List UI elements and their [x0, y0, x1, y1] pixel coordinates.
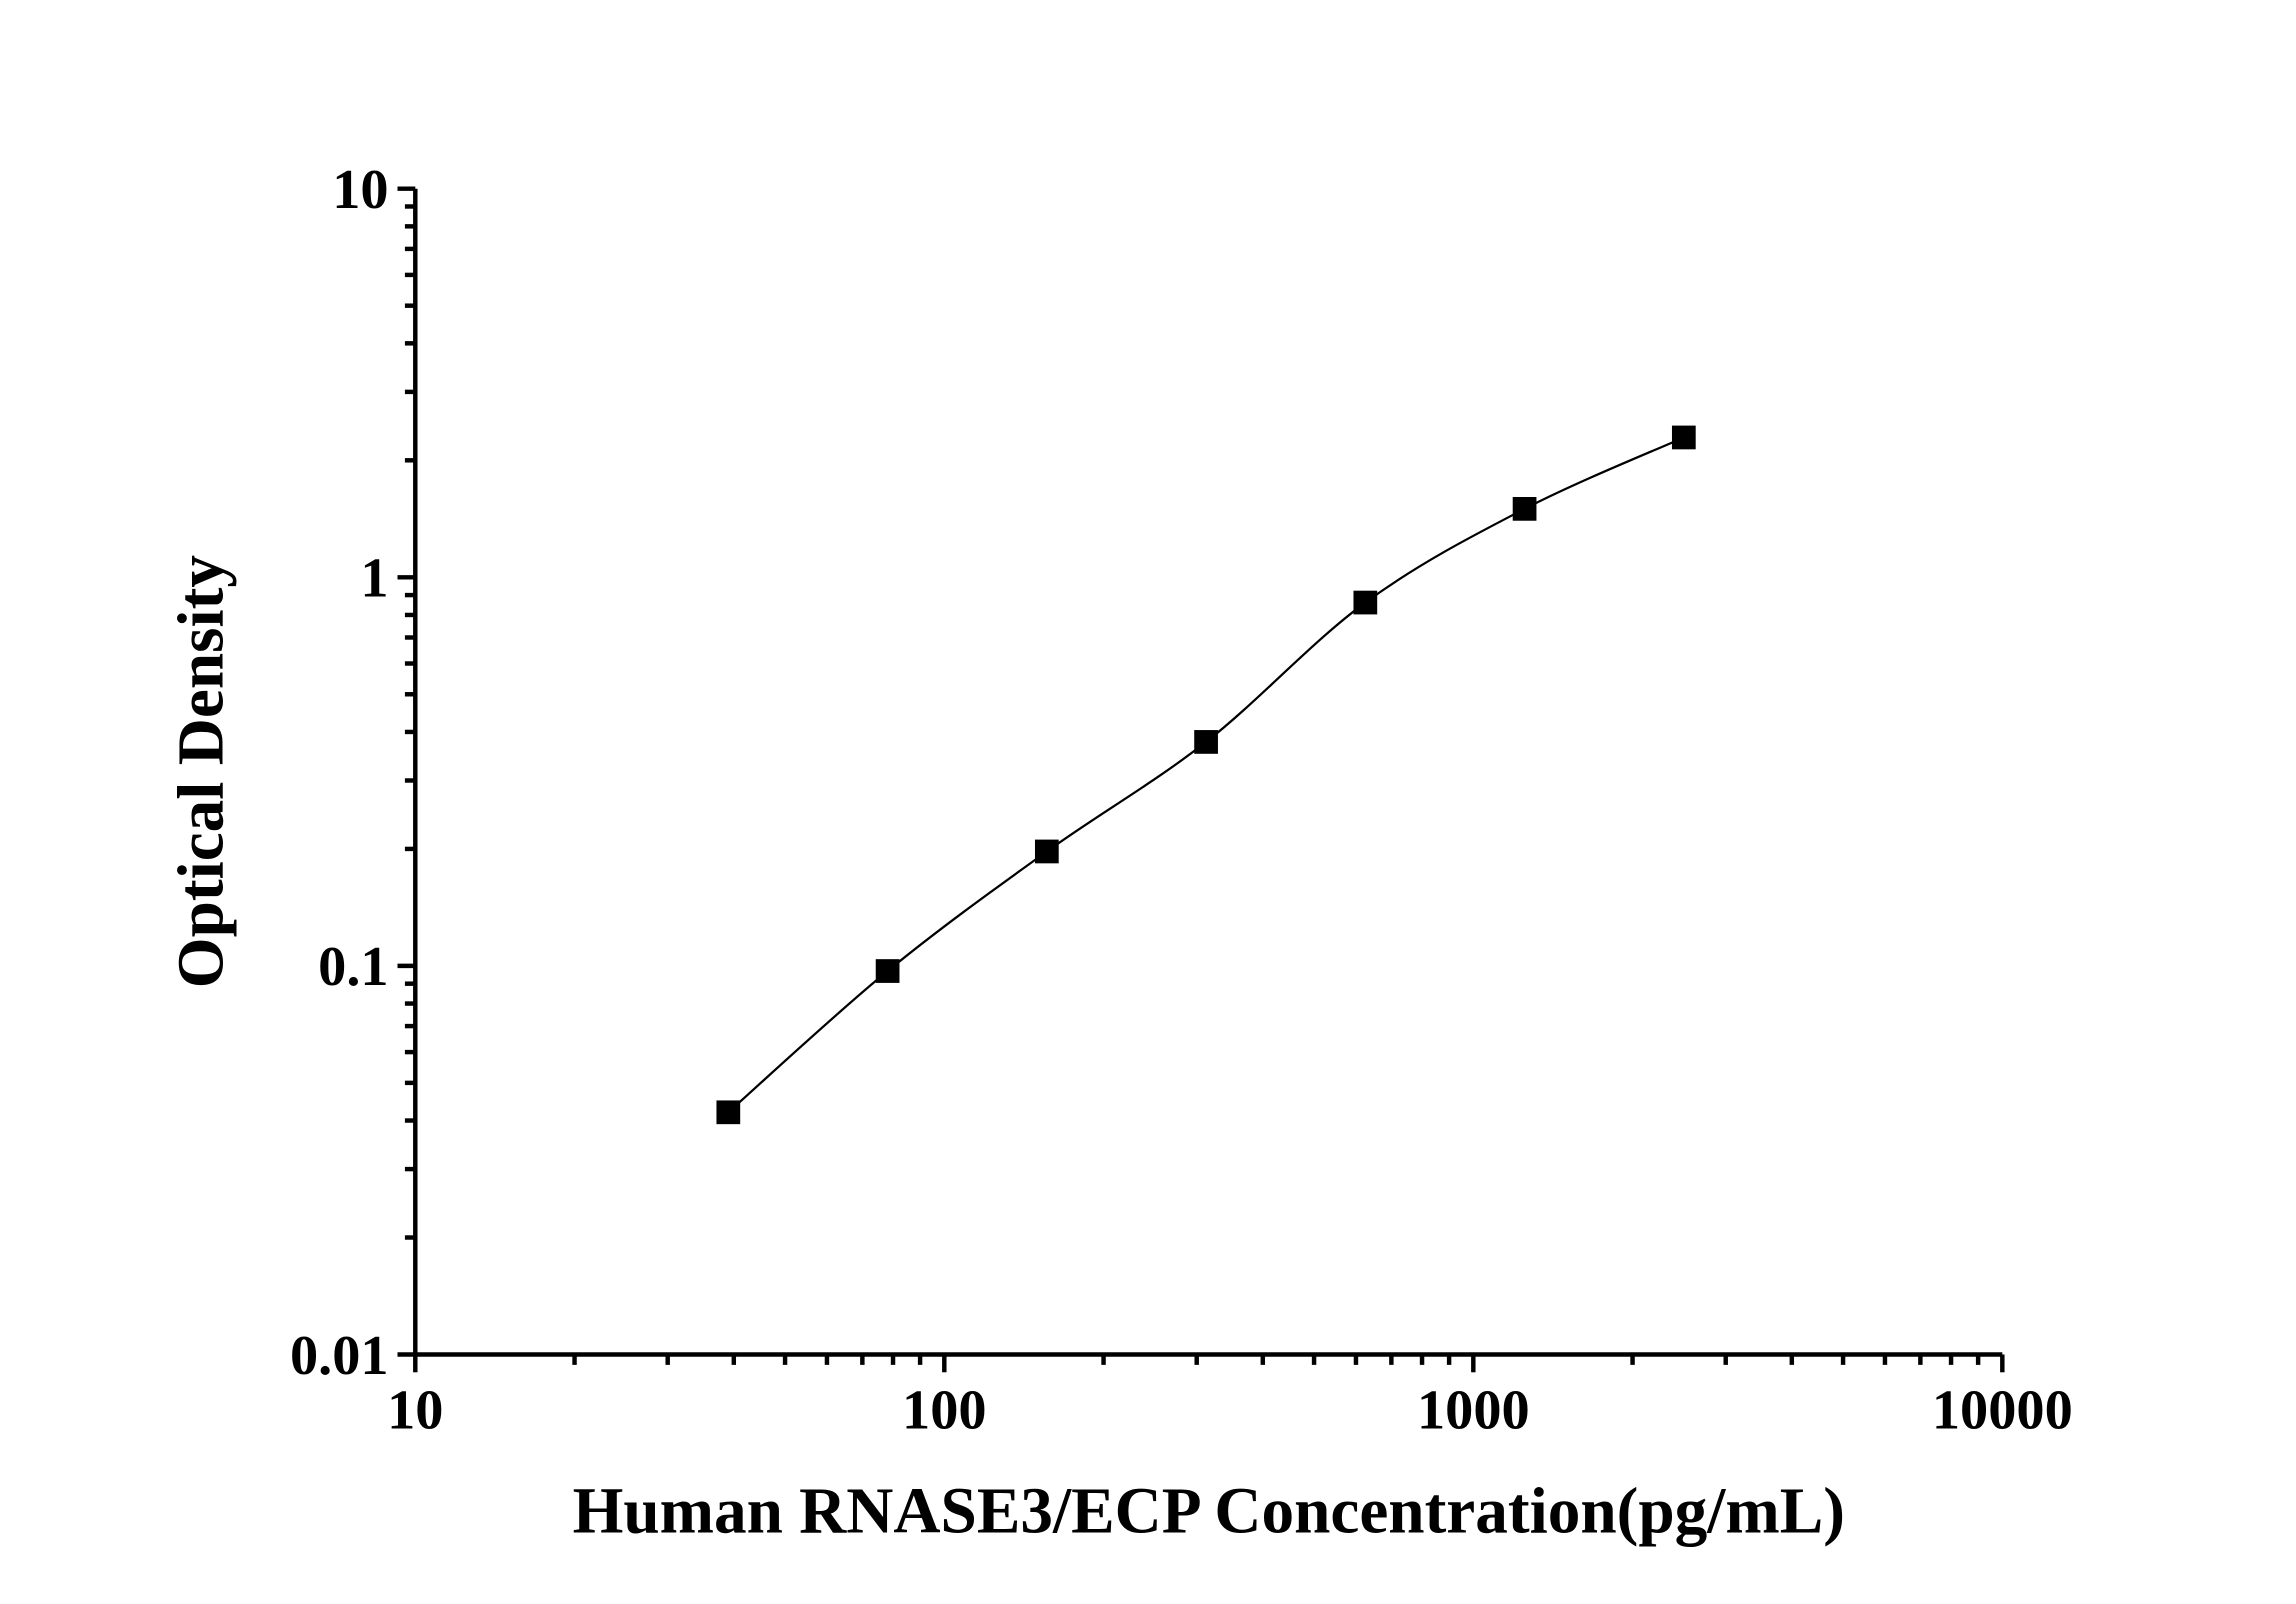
data-point — [1671, 425, 1696, 450]
data-point — [1194, 730, 1218, 754]
data-point — [1034, 839, 1059, 864]
data-point — [1353, 590, 1378, 615]
data-point — [875, 959, 900, 983]
y-tick-label: 0.1 — [318, 936, 388, 998]
y-axis-title: Optical Density — [165, 555, 237, 988]
data-points — [716, 425, 1696, 1125]
tick-labels: 10 100 1000 10000 0.01 0.1 1 10 — [290, 159, 2073, 1442]
x-axis-title: Human RNASE3/ECP Concentration(pg/mL) — [573, 1475, 1845, 1547]
data-point — [1512, 497, 1537, 521]
fit-curve — [727, 436, 1685, 1114]
data-point — [716, 1100, 741, 1125]
x-tick-label: 10 — [387, 1380, 443, 1442]
axes — [397, 186, 2005, 1373]
y-tick-label: 1 — [360, 548, 388, 610]
y-tick-label: 10 — [332, 159, 388, 221]
y-tick-label: 0.01 — [290, 1325, 389, 1387]
x-tick-label: 10000 — [1932, 1380, 2073, 1442]
x-tick-label: 1000 — [1417, 1380, 1530, 1442]
x-tick-label: 100 — [902, 1380, 987, 1442]
